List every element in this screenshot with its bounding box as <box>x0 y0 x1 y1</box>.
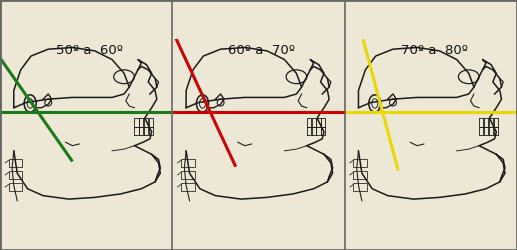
Text: 50º a  60º: 50º a 60º <box>56 44 123 57</box>
Text: 70º a  80º: 70º a 80º <box>401 44 468 57</box>
Text: 60º a  70º: 60º a 70º <box>229 44 295 57</box>
